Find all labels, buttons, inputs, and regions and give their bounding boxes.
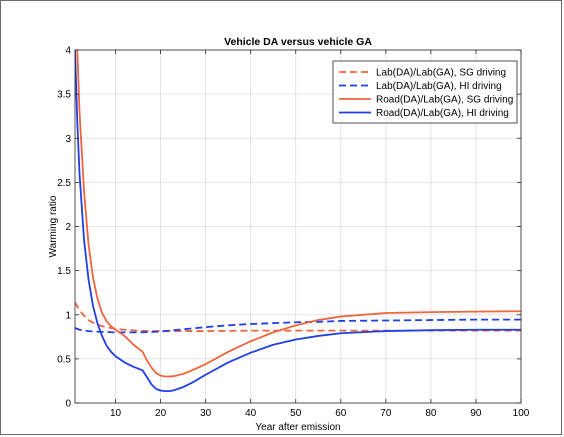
x-tick-label: 50 xyxy=(290,408,302,419)
y-tick-label: 0 xyxy=(65,399,71,410)
legend-label-4: Road(DA)/Lab(GA), HI driving xyxy=(376,108,509,119)
y-tick-label: 2.5 xyxy=(57,178,71,189)
y-tick-label: 3.5 xyxy=(57,90,71,101)
x-axis-label: Year after emission xyxy=(255,422,340,433)
y-tick-label: 3 xyxy=(65,134,71,145)
x-tick-label: 60 xyxy=(335,408,347,419)
y-tick-label: 0.5 xyxy=(57,354,71,365)
y-tick-label: 1 xyxy=(65,310,71,321)
series-line-3 xyxy=(76,50,521,378)
y-tick-label: 1.5 xyxy=(57,266,71,277)
y-axis-label: Warming ratio xyxy=(48,195,59,257)
axis-ticks: 10 20 30 40 50 60 70 80 90 100 0 0.5 1 1.5 2 2.5 3 3.5 4 xyxy=(57,46,530,420)
x-tick-label: 100 xyxy=(513,408,530,419)
series-line-4 xyxy=(75,50,521,392)
legend-label-3: Road(DA)/Lab(GA), SG driving xyxy=(376,95,513,106)
x-tick-label: 40 xyxy=(245,408,257,419)
legend-label-2: Lab(DA)/Lab(GA), HI driving xyxy=(376,81,502,92)
x-tick-label: 90 xyxy=(470,408,482,419)
y-tick-label: 4 xyxy=(65,46,71,57)
legend-label-1: Lab(DA)/Lab(GA), SG driving xyxy=(376,68,506,79)
x-tick-label: 80 xyxy=(425,408,437,419)
x-tick-label: 20 xyxy=(155,408,167,419)
x-tick-label: 10 xyxy=(110,408,122,419)
chart-title: Vehicle DA versus vehicle GA xyxy=(224,36,372,48)
series-line-1 xyxy=(75,301,521,332)
x-tick-label: 30 xyxy=(200,408,212,419)
y-tick-label: 2 xyxy=(65,222,71,233)
series-layer xyxy=(75,50,521,392)
x-tick-label: 70 xyxy=(380,408,392,419)
legend: Lab(DA)/Lab(GA), SG driving Lab(DA)/Lab(G… xyxy=(332,60,518,124)
series-line-2 xyxy=(75,318,521,334)
